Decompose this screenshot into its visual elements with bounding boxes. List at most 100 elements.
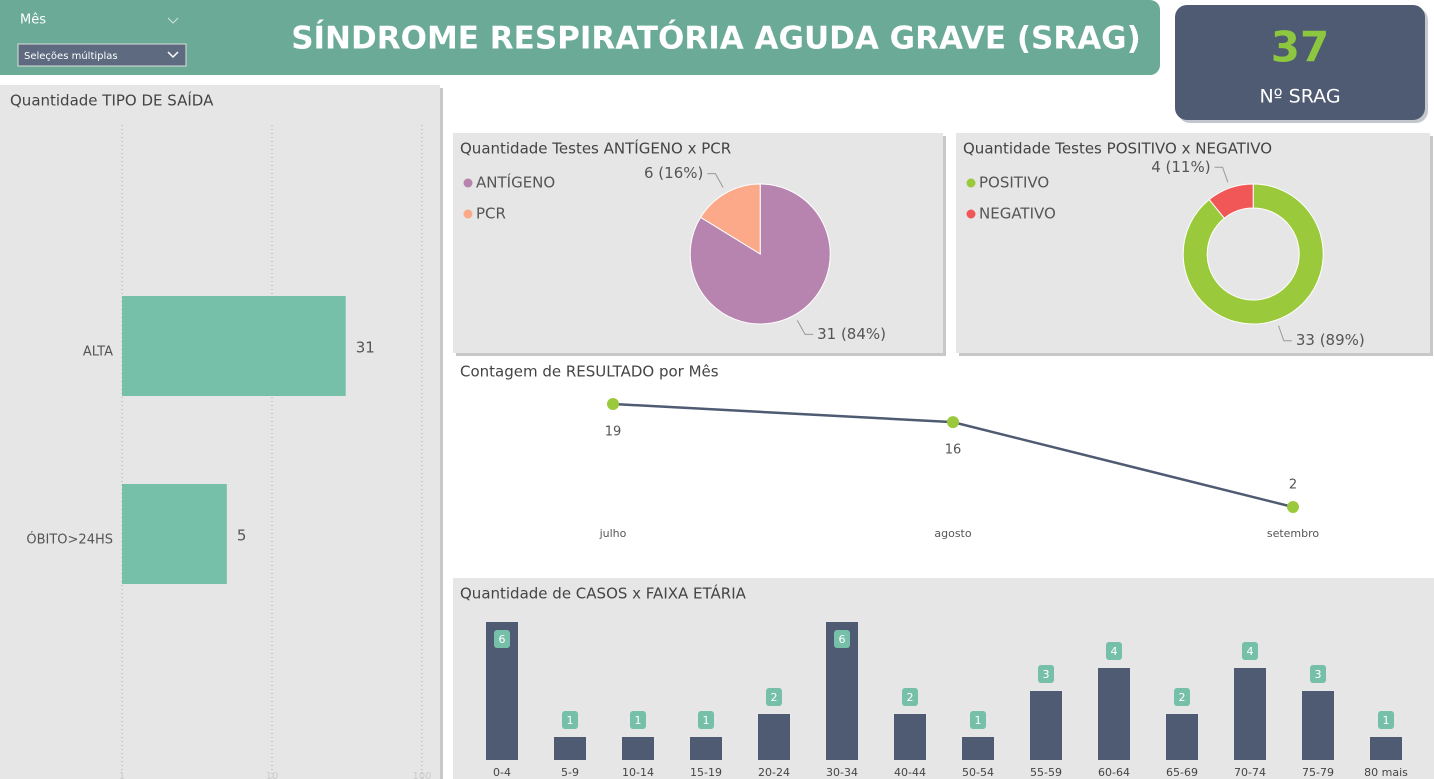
data-label: 16 <box>945 443 962 458</box>
data-label: 1 <box>635 714 642 727</box>
leader-line <box>707 173 724 188</box>
data-label-box <box>1038 665 1054 683</box>
x-tick-label: 5-9 <box>561 766 579 779</box>
kpi-value: 37 <box>1271 23 1329 72</box>
slice <box>1208 183 1254 219</box>
data-label: 1 <box>567 714 574 727</box>
data-label-box <box>834 630 850 648</box>
data-label-box <box>1310 665 1326 683</box>
bar <box>1302 691 1334 760</box>
bar <box>122 296 346 396</box>
slicer-label: Mês <box>20 13 46 28</box>
chart-title: Contagem de RESULTADO por Mês <box>460 363 719 381</box>
leader-line <box>1278 325 1292 342</box>
data-label: 4 (11%) <box>1151 158 1210 176</box>
legend-label: NEGATIVO <box>979 205 1056 223</box>
bar <box>894 714 926 760</box>
data-label: 31 (84%) <box>817 325 886 343</box>
data-label: 2 <box>1179 691 1186 704</box>
x-tick-label: 40-44 <box>894 766 926 779</box>
x-tick-label: 20-24 <box>758 766 790 779</box>
chart-title: Quantidade Testes ANTÍGENO x PCR <box>460 139 731 158</box>
bar <box>1098 668 1130 760</box>
marker <box>1287 501 1299 513</box>
y-tick-label: ÓBITO>24HS <box>26 532 113 548</box>
x-tick-label: 80 mais <box>1364 766 1408 779</box>
x-tick-label: 15-19 <box>690 766 722 779</box>
x-tick-label: agosto <box>934 527 971 540</box>
data-label: 2 <box>1289 478 1297 493</box>
x-tick-label: 30-34 <box>826 766 858 779</box>
marker <box>947 416 959 429</box>
chart-title: Quantidade de CASOS x FAIXA ETÁRIA <box>460 584 747 603</box>
data-label: 33 (89%) <box>1296 331 1365 349</box>
bar <box>962 737 994 760</box>
bar <box>1166 714 1198 760</box>
kpi-label: Nº SRAG <box>1259 86 1340 108</box>
slicer-chevron <box>167 17 179 24</box>
x-tick-label: 55-59 <box>1030 766 1062 779</box>
header-bar <box>0 0 1160 75</box>
data-label-box <box>970 711 986 729</box>
x-tick-label: 70-74 <box>1234 766 1266 779</box>
legend-label: ANTÍGENO <box>476 173 555 192</box>
data-label-box <box>1174 688 1190 706</box>
leader-line <box>796 320 814 335</box>
data-label: 1 <box>1383 714 1390 727</box>
bar <box>1370 737 1402 760</box>
chart-title: Quantidade TIPO DE SAÍDA <box>10 91 214 110</box>
slice <box>1182 183 1324 325</box>
panel <box>0 85 440 779</box>
x-tick-label: 65-69 <box>1166 766 1198 779</box>
bar <box>554 737 586 760</box>
slicer-arrow <box>167 51 179 59</box>
x-tick-label: 0-4 <box>493 766 511 779</box>
bar <box>758 714 790 760</box>
data-label-box <box>630 711 646 729</box>
bar <box>1030 691 1062 760</box>
data-label: 2 <box>771 691 778 704</box>
x-tick-label: julho <box>599 527 627 540</box>
data-label: 2 <box>907 691 914 704</box>
legend-marker <box>463 209 473 219</box>
legend-marker <box>463 178 473 188</box>
bar <box>1234 668 1266 760</box>
data-label-box <box>1106 642 1122 660</box>
y-tick-label: ALTA <box>83 345 113 360</box>
kpi-card <box>1175 5 1425 120</box>
data-label: 3 <box>1043 668 1050 681</box>
legend-marker <box>966 178 976 188</box>
panel <box>453 578 1434 779</box>
slice <box>699 183 761 255</box>
data-label-box <box>698 711 714 729</box>
chart-title: Quantidade Testes POSITIVO x NEGATIVO <box>963 140 1272 158</box>
data-label-box <box>494 630 510 648</box>
data-label-box <box>562 711 578 729</box>
data-label-box <box>766 688 782 706</box>
data-label: 5 <box>237 527 247 545</box>
legend-label: POSITIVO <box>979 174 1049 192</box>
bar <box>690 737 722 760</box>
marker <box>607 398 619 410</box>
x-tick-label: 50-54 <box>962 766 994 779</box>
slicer-dropdown[interactable] <box>17 43 187 67</box>
data-label: 1 <box>703 714 710 727</box>
data-label: 6 <box>839 633 846 646</box>
x-tick-label: 75-79 <box>1302 766 1334 779</box>
data-label: 19 <box>605 425 622 440</box>
x-tick-label: setembro <box>1267 527 1320 540</box>
dashboard-title: SÍNDROME RESPIRATÓRIA AGUDA GRAVE (SRAG) <box>291 20 1141 57</box>
slicer-value: Seleções múltiplas <box>24 50 118 62</box>
bar <box>622 737 654 760</box>
data-label: 3 <box>1315 668 1322 681</box>
bar <box>122 484 227 584</box>
legend-marker <box>966 209 976 219</box>
data-label: 4 <box>1247 645 1254 658</box>
leader-line <box>1214 166 1229 183</box>
data-label-box <box>1378 711 1394 729</box>
legend-label: PCR <box>476 205 506 223</box>
data-label-box <box>902 688 918 706</box>
data-label: 31 <box>356 339 375 357</box>
